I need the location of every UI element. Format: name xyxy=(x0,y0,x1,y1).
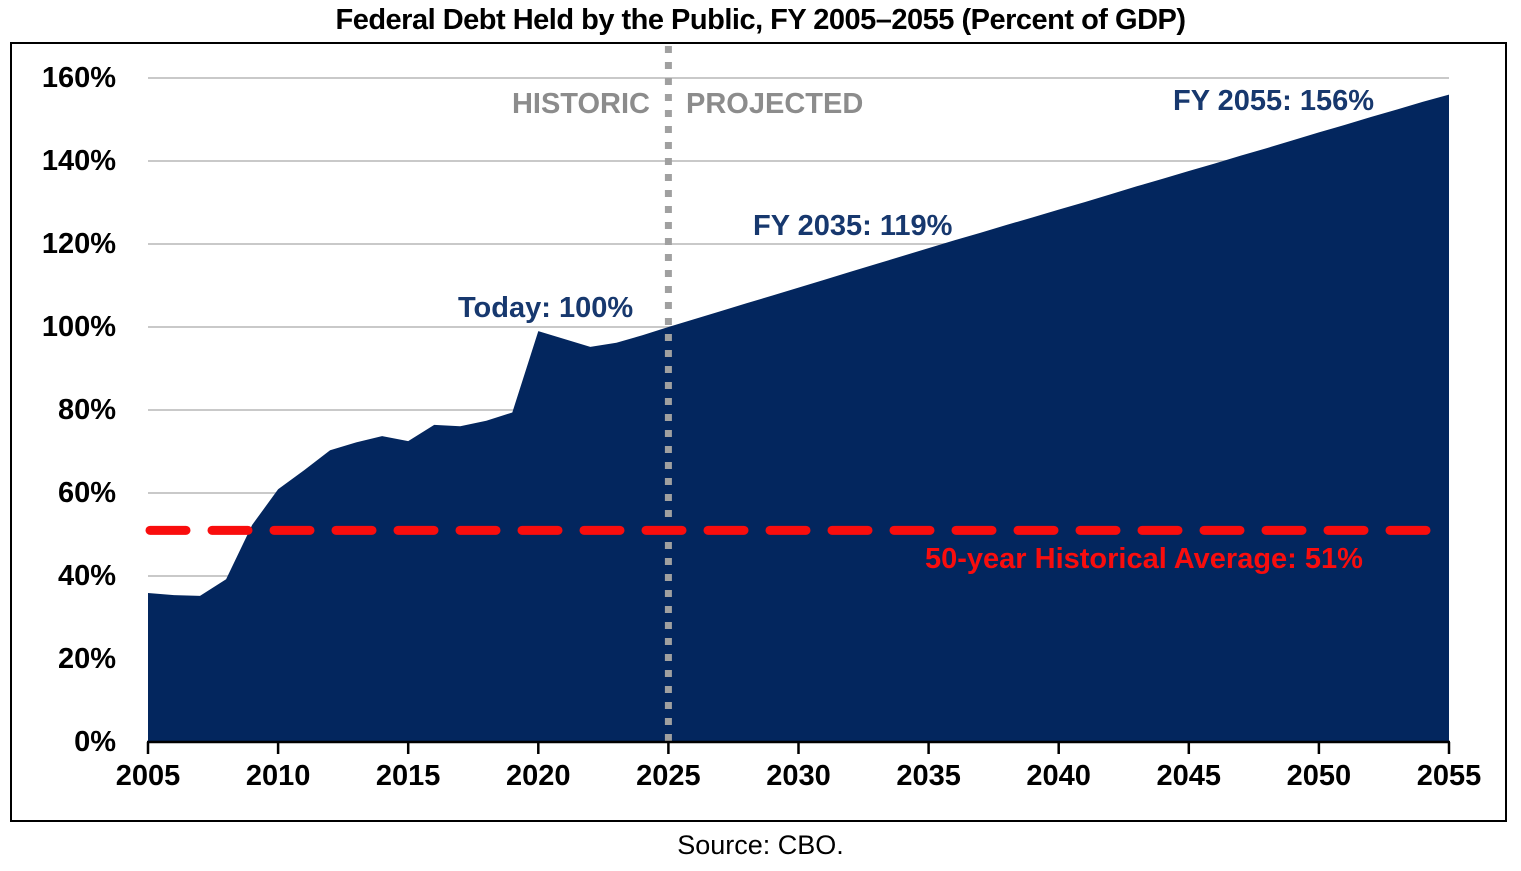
y-tick-label: 60% xyxy=(57,477,116,509)
plot-area: 0% 20% 40% 60% 80% 100% 120% 140% 160% 2005 2010 2… xyxy=(10,42,1507,822)
debt-area-chart xyxy=(145,46,1456,754)
x-tick-label: 2045 xyxy=(1156,760,1222,792)
x-tick-label: 2035 xyxy=(896,760,961,792)
y-tick-label: 0% xyxy=(74,726,116,758)
chart-title: Federal Debt Held by the Public, FY 2005… xyxy=(335,4,1186,36)
x-tick-label: 2055 xyxy=(1416,760,1482,792)
x-tick-label: 2020 xyxy=(506,760,571,792)
historic-label: HISTORIC xyxy=(511,88,650,120)
x-tick-label: 2005 xyxy=(115,760,181,792)
annotation-today-100: Today: 100% xyxy=(458,292,634,324)
annotation-fy2055-156: FY 2055: 156% xyxy=(1173,85,1374,117)
x-tick-label: 2010 xyxy=(245,760,311,792)
annotation-historical-average: 50-year Historical Average: 51% xyxy=(925,543,1363,575)
y-tick-label: 120% xyxy=(41,228,116,260)
x-tick-label: 2040 xyxy=(1026,760,1091,792)
annotation-fy2035-119: FY 2035: 119% xyxy=(753,210,953,242)
y-tick-label: 40% xyxy=(57,560,116,592)
y-tick-label: 100% xyxy=(41,311,116,343)
x-tick-label: 2015 xyxy=(375,760,441,792)
y-tick-label: 80% xyxy=(57,394,116,426)
y-tick-label: 160% xyxy=(41,62,116,94)
debt-area-series xyxy=(148,94,1449,743)
source-note: Source: CBO. xyxy=(677,830,844,860)
y-tick-label: 140% xyxy=(41,145,116,177)
x-tick-label: 2050 xyxy=(1286,760,1352,792)
x-tick-label: 2025 xyxy=(636,760,701,792)
x-tick-label: 2030 xyxy=(766,760,831,792)
y-tick-label: 20% xyxy=(57,643,116,675)
projected-label: PROJECTED xyxy=(686,88,864,120)
